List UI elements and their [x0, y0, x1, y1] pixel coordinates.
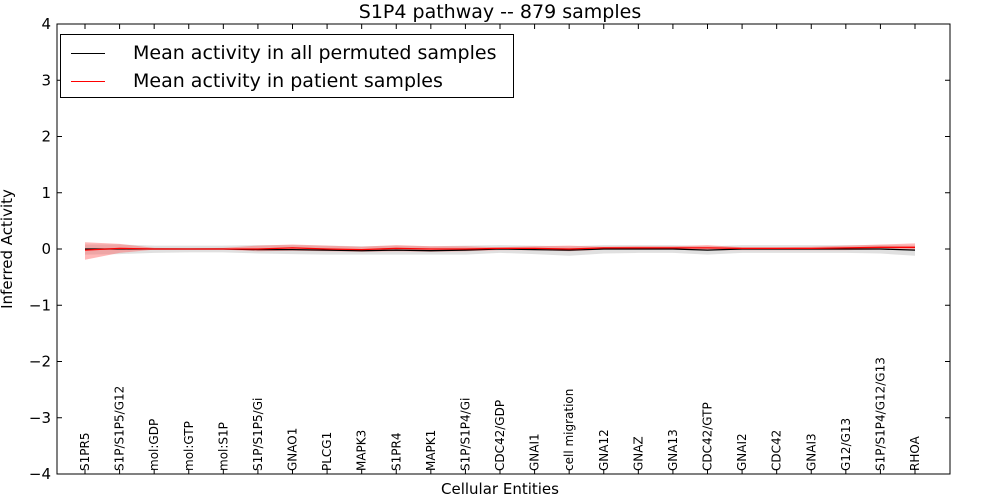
- y-tick-label-3: −1: [29, 296, 51, 314]
- x-tick-label-6: GNAO1: [286, 428, 300, 471]
- x-tick-label-17: GNA13: [666, 429, 680, 471]
- y-tick-label-5: 1: [41, 184, 51, 202]
- y-tick-label-1: −3: [29, 409, 51, 427]
- x-tick-label-13: GNAI1: [528, 433, 542, 471]
- x-tick-label-16: GNAZ: [631, 436, 645, 471]
- legend-swatch-patient: [71, 80, 105, 82]
- x-tick-label-12: CDC42/GDP: [493, 400, 507, 471]
- x-tick-label-22: G12/G13: [839, 418, 853, 471]
- legend-label-patient: Mean activity in patient samples: [133, 70, 443, 92]
- x-tick-label-3: mol:GTP: [182, 421, 196, 471]
- x-tick-label-21: GNAI3: [804, 433, 818, 471]
- y-tick-label-8: 4: [41, 15, 51, 33]
- y-axis-label: Inferred Activity: [0, 189, 16, 309]
- bands-layer: [85, 242, 915, 260]
- y-tick-label-0: −4: [29, 465, 51, 483]
- x-tick-label-24: RHOA: [908, 435, 922, 471]
- x-tick-label-18: CDC42/GTP: [701, 402, 715, 471]
- x-tick-label-8: MAPK3: [355, 430, 369, 471]
- chart-title: S1P4 pathway -- 879 samples: [359, 1, 641, 23]
- legend-entry-permuted: Mean activity in all permuted samples: [61, 39, 496, 67]
- y-tick-label-6: 2: [41, 128, 51, 146]
- legend-label-permuted: Mean activity in all permuted samples: [133, 42, 497, 64]
- legend-entry-patient: Mean activity in patient samples: [61, 67, 443, 95]
- band-series-1: [85, 242, 915, 260]
- y-ticks-layer: −4 −3 −2 −1 0 1 2 3 4: [29, 15, 950, 483]
- x-tick-label-2: mol:GDP: [147, 419, 161, 471]
- x-tick-label-15: GNA12: [597, 429, 611, 471]
- x-tick-label-7: PLCG1: [320, 432, 334, 471]
- x-tick-label-20: CDC42: [770, 430, 784, 471]
- x-tick-label-1: S1P/S1P5/G12: [113, 386, 127, 471]
- x-tick-label-11: S1P/S1P4/Gi: [458, 398, 472, 471]
- band-series-0: [85, 244, 915, 256]
- x-tick-label-5: S1P/S1P5/Gi: [251, 398, 265, 471]
- y-tick-label-2: −2: [29, 353, 51, 371]
- lines-layer: [84, 246, 916, 252]
- x-tick-label-4: mol:S1P: [216, 422, 230, 471]
- x-ticks-layer: S1PR5 S1P/S1P5/G12 mol:GDP mol:GTP mol:S1P S1…: [78, 24, 922, 474]
- x-tick-label-0: S1PR5: [78, 433, 92, 471]
- y-tick-label-7: 3: [41, 71, 51, 89]
- x-tick-label-23: S1P/S1P4/G12/G13: [873, 357, 887, 471]
- x-tick-label-14: cell migration: [562, 389, 576, 471]
- x-tick-label-19: GNAI2: [735, 433, 749, 471]
- x-tick-label-10: MAPK1: [424, 430, 438, 471]
- x-axis-label: Cellular Entities: [441, 480, 559, 498]
- x-tick-label-9: S1PR4: [389, 433, 403, 471]
- legend: Mean activity in all permuted samples Me…: [60, 34, 514, 98]
- legend-swatch-permuted: [71, 52, 105, 54]
- y-tick-label-4: 0: [41, 240, 51, 258]
- series-line-1: [84, 246, 915, 251]
